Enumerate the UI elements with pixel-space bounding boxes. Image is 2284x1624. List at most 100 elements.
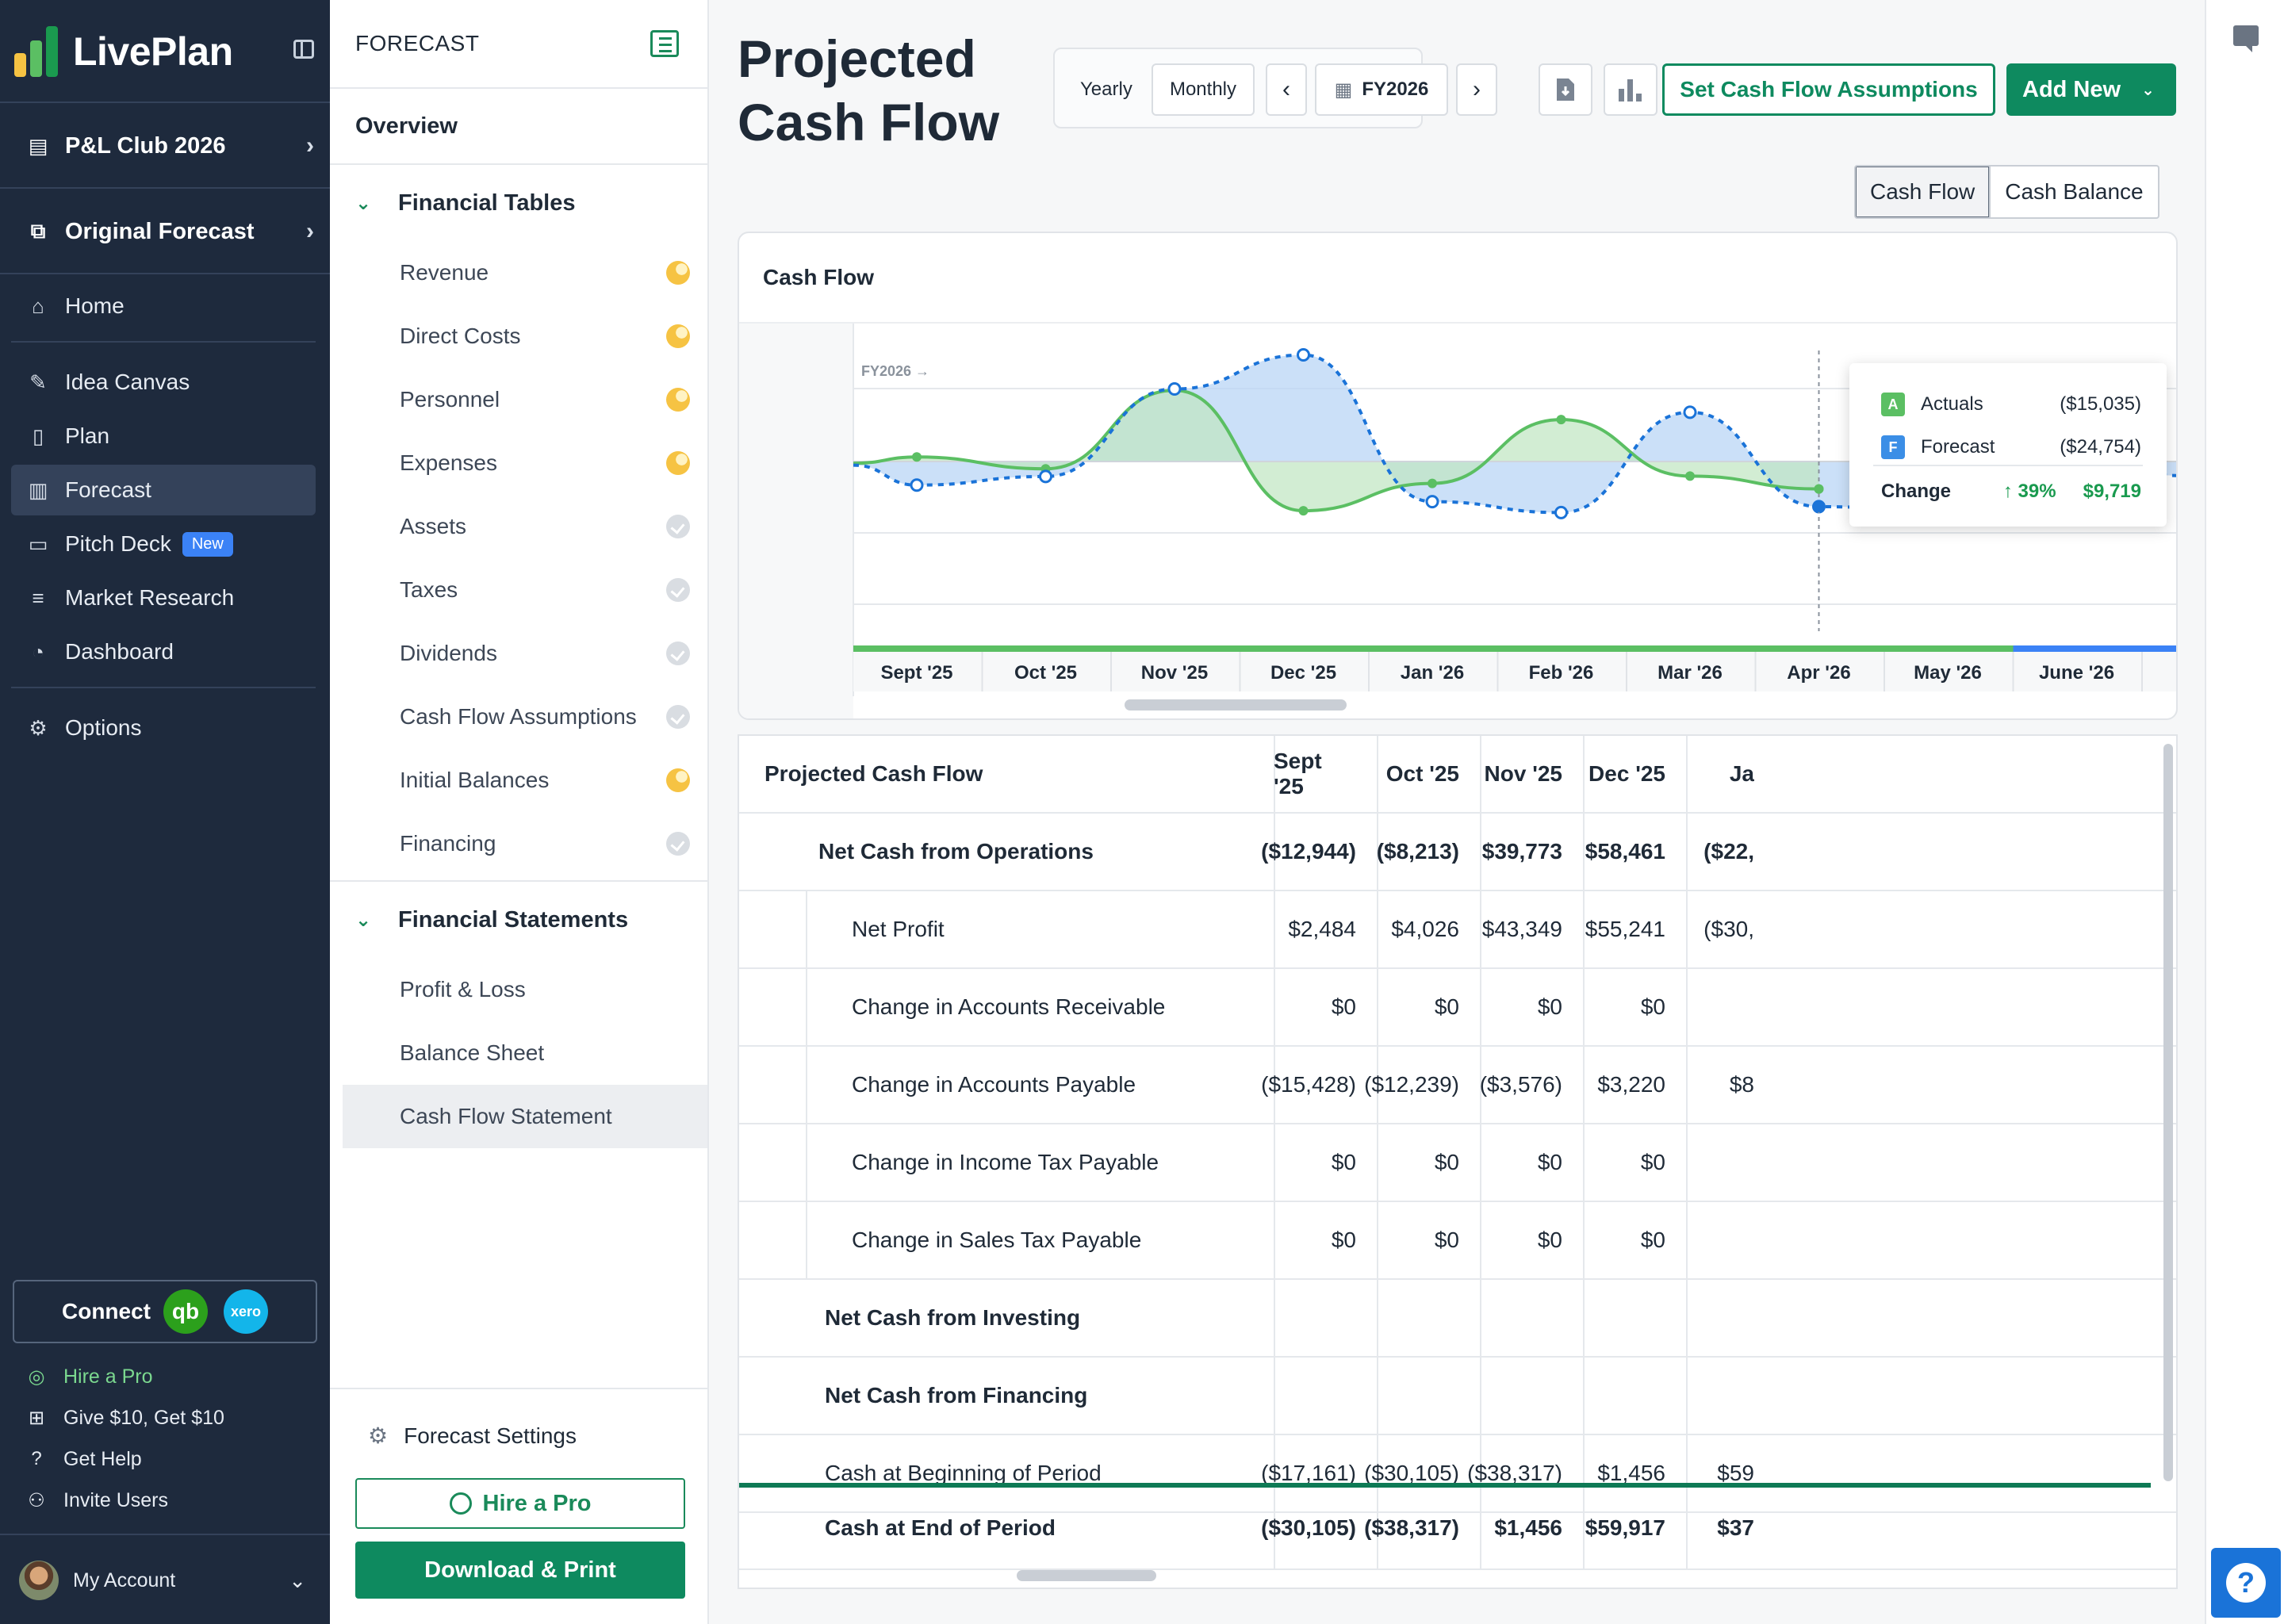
export-file-button[interactable] bbox=[1539, 63, 1592, 116]
monthly-toggle[interactable]: Monthly bbox=[1152, 63, 1255, 116]
cell-value[interactable]: $0 bbox=[1640, 1150, 1665, 1174]
subnav-table-item[interactable]: Personnel bbox=[330, 368, 707, 431]
cell-value[interactable]: ($17,161) bbox=[1261, 1461, 1356, 1485]
cell-value[interactable]: $58,461 bbox=[1585, 839, 1665, 864]
cell-value[interactable]: $1,456 bbox=[1494, 1515, 1562, 1540]
cell-value[interactable] bbox=[1480, 1358, 1583, 1434]
yearly-toggle[interactable]: Yearly bbox=[1080, 63, 1132, 116]
subnav-table-item[interactable]: Cash Flow Assumptions bbox=[330, 685, 707, 749]
table-horizontal-scrollbar[interactable] bbox=[1017, 1570, 1156, 1581]
previous-year-button[interactable]: ‹ bbox=[1266, 63, 1307, 116]
cell-value[interactable]: ($12,944) bbox=[1261, 839, 1356, 864]
cell-value[interactable]: $39,773 bbox=[1481, 839, 1562, 864]
cell-value[interactable]: ($15,428) bbox=[1261, 1072, 1356, 1097]
add-new-button[interactable]: Add New ⌄ bbox=[2006, 63, 2176, 116]
next-year-button[interactable]: › bbox=[1456, 63, 1497, 116]
subnav-table-item[interactable]: Direct Costs bbox=[330, 304, 707, 368]
connect-integrations-button[interactable]: Connect qb xero bbox=[13, 1280, 317, 1343]
cell-value[interactable]: $0 bbox=[1331, 1228, 1356, 1252]
table-vertical-scrollbar[interactable] bbox=[2163, 744, 2173, 1481]
cell-value[interactable] bbox=[1686, 969, 1754, 1045]
subnav-table-item[interactable]: Revenue bbox=[330, 241, 707, 304]
cell-value[interactable]: $59 bbox=[1717, 1461, 1754, 1485]
cell-value[interactable]: $43,349 bbox=[1481, 917, 1562, 941]
cell-value[interactable]: $0 bbox=[1331, 1150, 1356, 1174]
cell-value[interactable]: $1,456 bbox=[1597, 1461, 1665, 1485]
cell-value[interactable] bbox=[1274, 1358, 1377, 1434]
nav-home[interactable]: ⌂ Home bbox=[11, 281, 316, 331]
cell-value[interactable] bbox=[1686, 1202, 1754, 1278]
table-view-icon[interactable] bbox=[650, 30, 679, 57]
get-help-link[interactable]: ? Get Help bbox=[25, 1438, 319, 1480]
cell-value[interactable]: $8 bbox=[1729, 1072, 1754, 1097]
cell-value[interactable]: $0 bbox=[1640, 1228, 1665, 1252]
subnav-overview[interactable]: Overview bbox=[330, 89, 707, 165]
cell-value[interactable]: $59,917 bbox=[1585, 1515, 1665, 1540]
cell-value[interactable] bbox=[1583, 1280, 1686, 1356]
financial-statements-group[interactable]: ⌄ Financial Statements bbox=[330, 882, 707, 958]
cell-value[interactable]: $55,241 bbox=[1585, 917, 1665, 941]
cell-value[interactable]: $0 bbox=[1537, 994, 1562, 1019]
cell-value[interactable]: ($30, bbox=[1703, 917, 1754, 941]
cell-value[interactable]: $0 bbox=[1331, 994, 1356, 1019]
set-cash-flow-assumptions-button[interactable]: Set Cash Flow Assumptions bbox=[1662, 63, 1995, 116]
subnav-statement-item[interactable]: Profit & Loss bbox=[330, 958, 707, 1021]
nav-plan[interactable]: ▯ Plan bbox=[11, 411, 316, 462]
cell-value[interactable]: $0 bbox=[1434, 994, 1459, 1019]
nav-pitch-deck[interactable]: ▭ Pitch Deck New bbox=[11, 519, 316, 569]
nav-options[interactable]: ⚙ Options bbox=[11, 703, 316, 753]
cell-value[interactable] bbox=[1377, 1358, 1480, 1434]
subnav-table-item[interactable]: Initial Balances bbox=[330, 749, 707, 812]
hire-a-pro-link[interactable]: ◎ Hire a Pro bbox=[25, 1356, 319, 1397]
chat-icon[interactable] bbox=[2233, 25, 2259, 52]
cell-value[interactable]: ($30,105) bbox=[1261, 1515, 1356, 1540]
account-menu[interactable]: My Account ⌄ bbox=[0, 1546, 330, 1614]
subnav-statement-item[interactable]: Balance Sheet bbox=[330, 1021, 707, 1085]
subnav-table-item[interactable]: Expenses bbox=[330, 431, 707, 495]
cell-value[interactable]: ($30,105) bbox=[1364, 1461, 1459, 1485]
cell-value[interactable]: $37 bbox=[1717, 1515, 1754, 1540]
cell-value[interactable]: ($12,239) bbox=[1364, 1072, 1459, 1097]
cell-value[interactable] bbox=[1686, 1280, 1754, 1356]
plan-selector[interactable]: ▤ P&L Club 2026 › bbox=[0, 105, 330, 187]
cell-value[interactable]: $0 bbox=[1434, 1150, 1459, 1174]
nav-market-research[interactable]: ≡ Market Research bbox=[11, 573, 316, 623]
app-logo[interactable]: LivePlan bbox=[14, 24, 233, 79]
forecast-selector[interactable]: ⧉ Original Forecast › bbox=[0, 190, 330, 273]
cell-value[interactable]: ($8,213) bbox=[1376, 839, 1459, 864]
cell-value[interactable]: $4,026 bbox=[1391, 917, 1459, 941]
cell-value[interactable]: $0 bbox=[1537, 1228, 1562, 1252]
cell-value[interactable]: ($38,317) bbox=[1467, 1461, 1562, 1485]
help-widget-button[interactable]: ? bbox=[2211, 1548, 2281, 1618]
nav-dashboard[interactable]: ◔ Dashboard bbox=[11, 626, 316, 677]
cash-balance-view-tab[interactable]: Cash Balance bbox=[2005, 179, 2144, 204]
cell-value[interactable] bbox=[1583, 1358, 1686, 1434]
subnav-table-item[interactable]: Financing bbox=[330, 812, 707, 875]
cell-value[interactable]: ($38,317) bbox=[1364, 1515, 1459, 1540]
cell-value[interactable]: ($3,576) bbox=[1479, 1072, 1562, 1097]
cell-value[interactable]: $2,484 bbox=[1288, 917, 1356, 941]
subnav-statement-item[interactable]: Cash Flow Statement bbox=[343, 1085, 707, 1148]
subnav-table-item[interactable]: Assets bbox=[330, 495, 707, 558]
cell-value[interactable]: $0 bbox=[1434, 1228, 1459, 1252]
nav-idea-canvas[interactable]: ✎ Idea Canvas bbox=[11, 357, 316, 408]
cash-flow-view-tab[interactable]: Cash Flow bbox=[1856, 167, 1991, 217]
cell-value[interactable]: $3,220 bbox=[1597, 1072, 1665, 1097]
collapse-sidebar-icon[interactable] bbox=[293, 40, 314, 59]
download-print-button[interactable]: Download & Print bbox=[355, 1542, 685, 1599]
cell-value[interactable]: $0 bbox=[1640, 994, 1665, 1019]
cell-value[interactable] bbox=[1686, 1124, 1754, 1201]
financial-tables-group[interactable]: ⌄ Financial Tables bbox=[330, 165, 707, 241]
chart-horizontal-scrollbar[interactable] bbox=[1125, 699, 1347, 710]
nav-forecast[interactable]: ▥ Forecast bbox=[11, 465, 316, 515]
hire-a-pro-button[interactable]: Hire a Pro bbox=[355, 1478, 685, 1529]
cell-value[interactable] bbox=[1480, 1280, 1583, 1356]
forecast-settings-link[interactable]: ⚙ Forecast Settings bbox=[368, 1423, 577, 1449]
subnav-table-item[interactable]: Dividends bbox=[330, 622, 707, 685]
year-picker[interactable]: ▦ FY2026 bbox=[1315, 63, 1448, 116]
invite-users-link[interactable]: ⚇ Invite Users bbox=[25, 1480, 319, 1521]
cell-value[interactable]: $0 bbox=[1537, 1150, 1562, 1174]
chart-toggle-button[interactable] bbox=[1604, 63, 1657, 116]
subnav-table-item[interactable]: Taxes bbox=[330, 558, 707, 622]
cell-value[interactable] bbox=[1686, 1358, 1754, 1434]
